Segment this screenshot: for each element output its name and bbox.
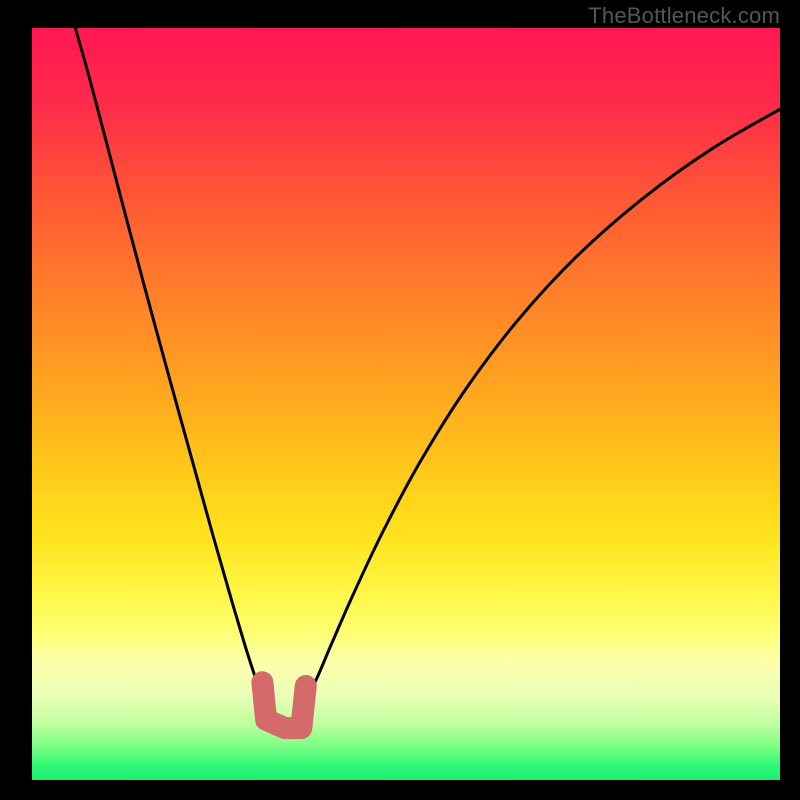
figure-root: TheBottleneck.com [0,0,800,800]
frame-left [0,0,32,800]
watermark-text: TheBottleneck.com [588,3,780,29]
frame-right [780,0,800,800]
plot-area [32,28,780,780]
frame-bottom [0,780,800,800]
gradient-background [32,28,780,780]
plot-svg [32,28,780,780]
